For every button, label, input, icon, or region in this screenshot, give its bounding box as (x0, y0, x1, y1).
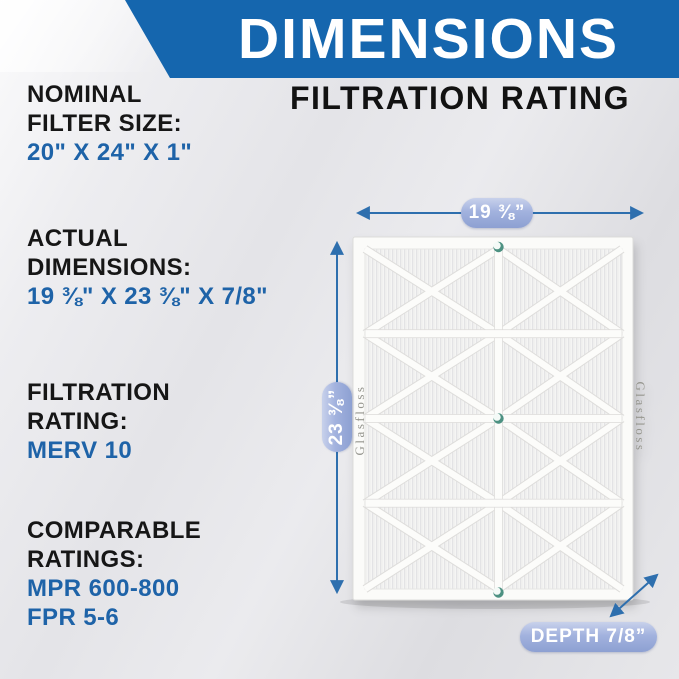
page-title: DIMENSIONS (237, 7, 620, 71)
spec-actual-dimensions: ACTUAL DIMENSIONS: 19 ⅜" X 23 ⅜" X 7/8" (27, 224, 268, 311)
brand-text-left: Glasfloss (352, 385, 367, 456)
spec-nominal-filter-size: NOMINAL FILTER SIZE: 20" X 24" X 1" (27, 80, 192, 167)
depth-arrow (609, 573, 659, 618)
page-subtitle: FILTRATION RATING (289, 80, 631, 116)
vent-hole-icon (493, 241, 504, 598)
spec-filtration-rating: FILTRATION RATING: MERV 10 (27, 378, 170, 465)
spec-label: COMPARABLE RATINGS: (27, 517, 202, 573)
spec-value: 19 ⅜" X 23 ⅜" X 7/8" (27, 283, 268, 310)
spec-comparable-ratings: COMPARABLE RATINGS: MPR 600-800 FPR 5-6 (27, 516, 201, 632)
spec-value: MERV 10 (27, 437, 133, 464)
depth-dimension-badge: DEPTH 7/8” (520, 622, 657, 652)
height-dimension-badge: 23 ⅜” (322, 382, 352, 452)
air-filter-image: Glasfloss Glasfloss (352, 236, 648, 601)
spec-label: NOMINAL FILTER SIZE: (27, 81, 183, 137)
spec-value: 20" X 24" X 1" (27, 139, 193, 166)
width-dimension-badge: 19 ⅜” (461, 198, 533, 228)
spec-value: MPR 600-800 FPR 5-6 (27, 575, 180, 631)
spec-label: FILTRATION RATING: (27, 379, 171, 435)
header-banner: DIMENSIONS (125, 0, 679, 78)
brace-grid (363, 246, 624, 592)
spec-label: ACTUAL DIMENSIONS: (27, 225, 192, 281)
brand-text-right: Glasfloss (633, 382, 648, 453)
